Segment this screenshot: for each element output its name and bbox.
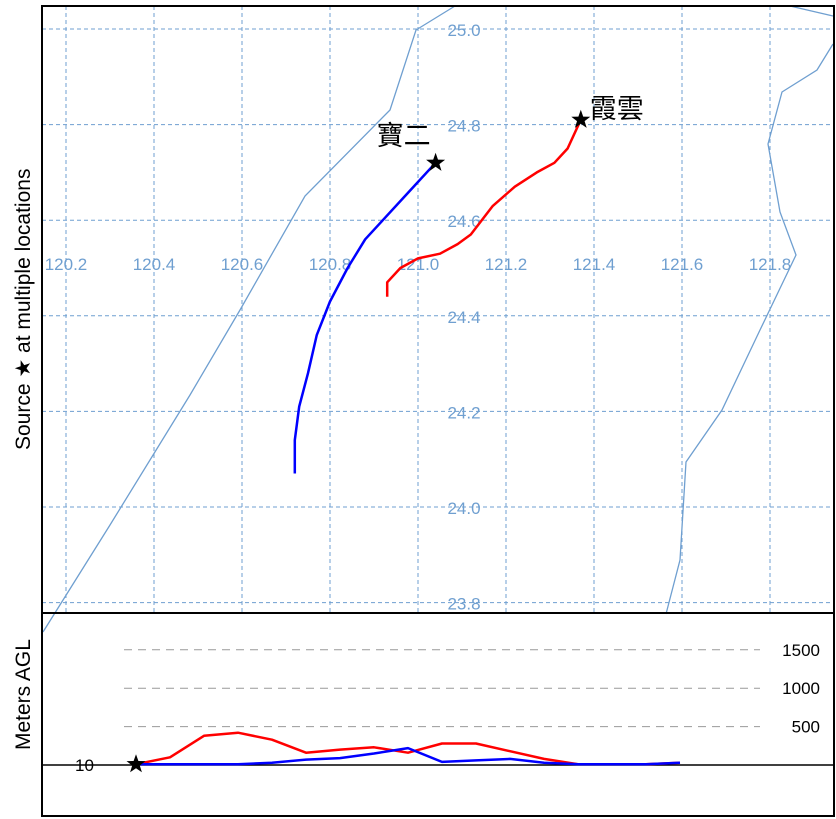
source-star-icon [571, 109, 591, 128]
source-label: 霞雲 [590, 94, 644, 125]
longitude-tick-label: 121.2 [485, 255, 528, 274]
height-trajectories [135, 731, 681, 766]
trajectory-lines [293, 119, 582, 474]
latitude-tick-label: 24.8 [447, 117, 480, 136]
latitude-tick-label: 25.0 [447, 21, 480, 40]
coastline [42, 5, 834, 633]
north-coastline [789, 5, 834, 17]
longitude-tick-label: 120.2 [45, 255, 88, 274]
latitude-tick-label: 24.6 [447, 212, 480, 231]
longitude-tick-label: 121.6 [661, 255, 704, 274]
height-trajectory-line [136, 746, 681, 766]
trajectory-line [385, 119, 582, 297]
height-panel: 1500 1000 500 10 [41, 612, 835, 817]
longitude-tick-label: 120.4 [133, 255, 176, 274]
longitude-tick-labels: 120.2 120.4 120.6 120.8 121.0 121.2 121.4 121.6… [45, 255, 792, 274]
height-reference-lines: 1500 1000 500 [124, 641, 820, 737]
latitude-tick-labels: 25.0 24.8 24.6 24.4 24.2 24.0 23.8 [447, 21, 480, 614]
longitude-tick-label: 121.4 [573, 255, 616, 274]
height-reference-label: 1000 [782, 679, 820, 698]
longitude-gridlines [65, 6, 771, 613]
source-markers: 寶二 霞雲 [377, 94, 644, 171]
latitude-gridlines [42, 28, 834, 604]
latitude-tick-label: 23.8 [447, 595, 480, 614]
east-coastline [665, 43, 834, 615]
longitude-tick-label: 121.0 [397, 255, 440, 274]
trajectory-line [293, 161, 437, 474]
latitude-tick-label: 24.4 [447, 308, 480, 327]
west-coastline [42, 5, 456, 633]
longitude-tick-label: 120.8 [309, 255, 352, 274]
height-source-marker [126, 754, 146, 773]
latitude-tick-label: 24.2 [447, 403, 480, 422]
height-source-star-icon [126, 754, 146, 773]
source-height-label: 10 [75, 756, 94, 775]
longitude-tick-label: 121.8 [749, 255, 792, 274]
map-frame [41, 5, 835, 614]
height-reference-label: 1500 [782, 641, 820, 660]
height-frame [41, 612, 835, 817]
map-y-axis-label: Source ★ at multiple locations [12, 169, 35, 450]
source-label: 寶二 [377, 121, 431, 152]
longitude-tick-label: 120.6 [221, 255, 264, 274]
height-y-axis-label: Meters AGL [12, 639, 35, 750]
map-panel: 120.2 120.4 120.6 120.8 121.0 121.2 121.4 121.6… [41, 5, 835, 633]
latitude-tick-label: 24.0 [447, 499, 480, 518]
source-star-icon [426, 152, 446, 171]
height-reference-label: 500 [792, 718, 820, 737]
